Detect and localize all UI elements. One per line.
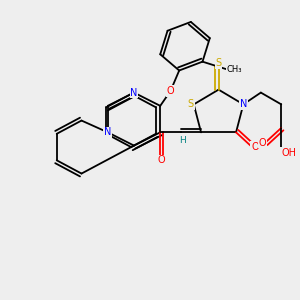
Text: N: N (240, 99, 247, 110)
Text: O: O (167, 86, 174, 96)
Text: S: S (215, 58, 222, 68)
Text: H: H (179, 136, 185, 145)
Text: S: S (188, 99, 194, 110)
Text: O: O (259, 138, 266, 148)
Text: O: O (251, 142, 259, 152)
Text: OH: OH (281, 148, 296, 158)
Text: CH₃: CH₃ (227, 64, 242, 74)
Text: N: N (130, 88, 138, 98)
Text: O: O (158, 155, 166, 165)
Text: N: N (104, 127, 111, 137)
